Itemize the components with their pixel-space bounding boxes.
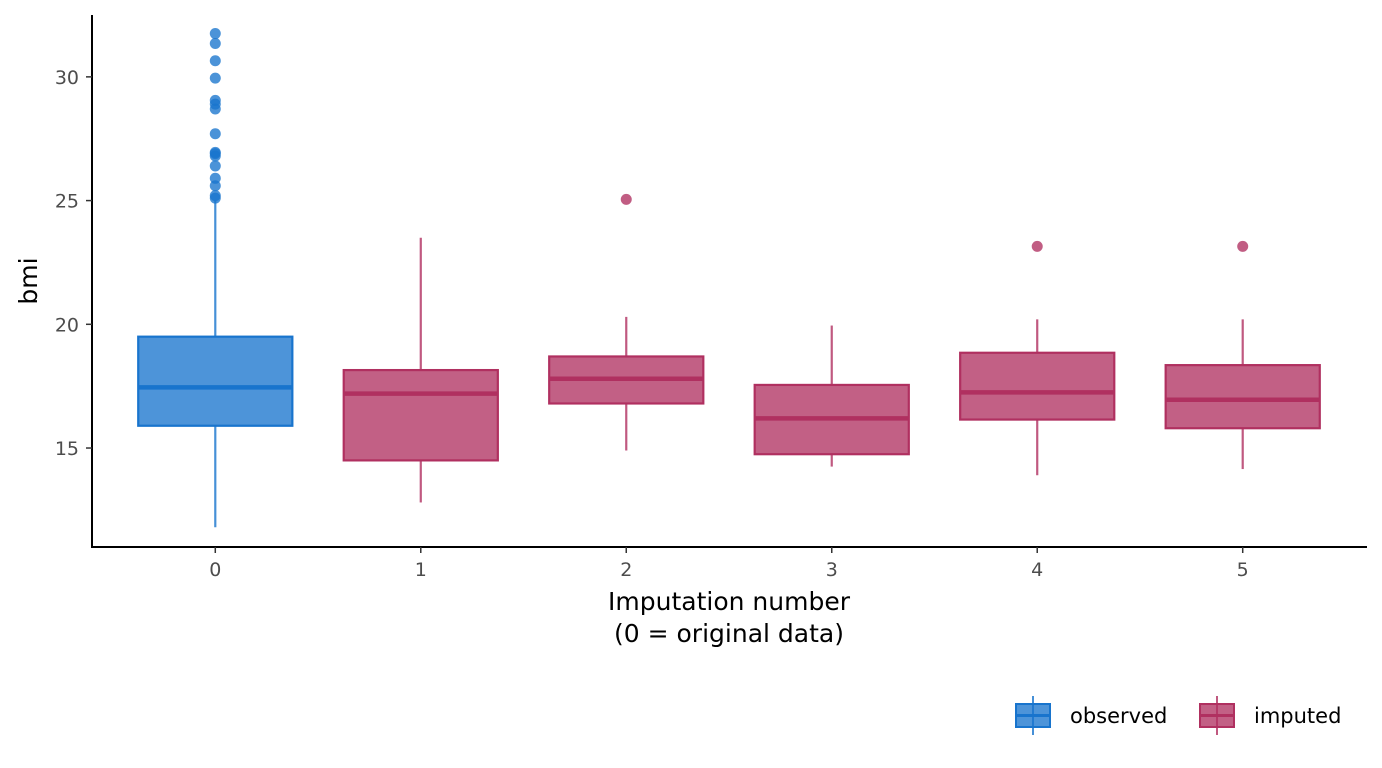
x-tick-label: 4 bbox=[1031, 559, 1043, 581]
outlier-point bbox=[209, 94, 221, 106]
box-0 bbox=[137, 28, 294, 528]
box-iqr bbox=[137, 335, 294, 427]
outlier-point bbox=[209, 172, 221, 184]
y-tick-label: 25 bbox=[55, 191, 79, 213]
legend-label-observed: observed bbox=[1070, 704, 1167, 728]
box-iqr bbox=[959, 351, 1116, 421]
legend-key-observed bbox=[1015, 696, 1051, 735]
box-5 bbox=[1164, 240, 1321, 470]
outlier-point bbox=[209, 55, 221, 67]
x-axis-title-line2: (0 = original data) bbox=[614, 619, 844, 648]
box-1 bbox=[342, 237, 499, 503]
box-iqr bbox=[342, 368, 499, 462]
outlier-point bbox=[209, 28, 221, 40]
x-ticks: 0 1 2 3 4 5 bbox=[209, 547, 1249, 581]
x-tick-label: 5 bbox=[1237, 559, 1249, 581]
x-axis-title-line1: Imputation number bbox=[608, 587, 851, 616]
x-tick-label: 1 bbox=[415, 559, 427, 581]
x-tick-label: 3 bbox=[826, 559, 838, 581]
outlier-point bbox=[209, 37, 221, 49]
outlier-point bbox=[1031, 240, 1043, 252]
y-tick-label: 15 bbox=[55, 438, 79, 460]
outlier-point bbox=[209, 146, 221, 158]
y-tick-label: 20 bbox=[55, 314, 79, 336]
box-iqr bbox=[1164, 364, 1321, 430]
outlier-point bbox=[209, 160, 221, 172]
y-tick-label: 30 bbox=[55, 67, 79, 89]
outlier-point bbox=[1237, 240, 1249, 252]
outlier-point bbox=[209, 190, 221, 202]
legend: observed imputed bbox=[1015, 696, 1341, 735]
boxes-layer bbox=[137, 28, 1321, 528]
legend-label-imputed: imputed bbox=[1254, 704, 1341, 728]
outlier-point bbox=[209, 128, 221, 140]
box-3 bbox=[753, 325, 910, 467]
x-tick-label: 2 bbox=[620, 559, 632, 581]
y-axis-title: bmi bbox=[14, 257, 43, 304]
y-ticks: 15 20 25 30 bbox=[55, 67, 92, 460]
box-4 bbox=[959, 240, 1116, 476]
box-2 bbox=[548, 193, 705, 451]
x-tick-label: 0 bbox=[209, 559, 221, 581]
legend-key-imputed bbox=[1199, 696, 1235, 735]
outlier-point bbox=[620, 193, 632, 205]
outlier-point bbox=[209, 72, 221, 84]
